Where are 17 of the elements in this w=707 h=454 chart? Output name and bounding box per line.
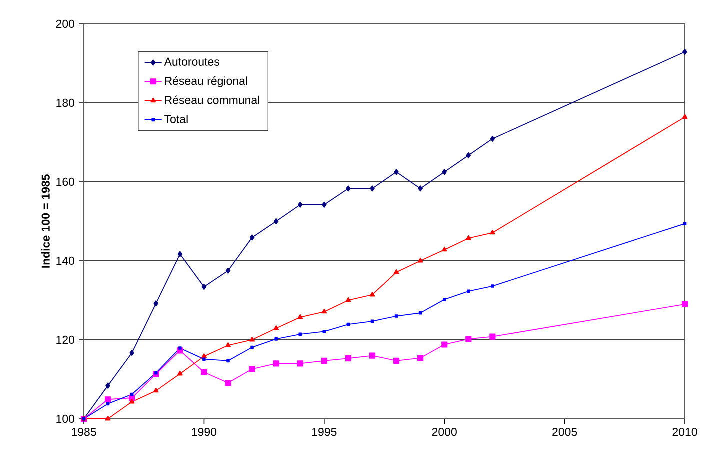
legend-label: Réseau régional <box>165 76 248 88</box>
y-tick-label: 180 <box>56 98 75 108</box>
y-tick-label: 160 <box>56 178 75 186</box>
y-axis-title: Indice 100 = 1985 <box>41 174 50 268</box>
legend-label: Total <box>164 114 188 124</box>
y-tick-label: 120 <box>56 336 75 344</box>
y-tick-label: 140 <box>56 256 75 266</box>
x-tick-label: 1990 <box>192 428 217 436</box>
x-tick-label: 2000 <box>432 428 457 436</box>
x-tick-label: 1995 <box>312 428 337 436</box>
x-tick-label: 2005 <box>552 428 578 436</box>
x-tick-label: 1985 <box>72 428 96 436</box>
legend-label: Autoroutes <box>164 58 220 66</box>
x-tick-label: 2010 <box>672 428 698 436</box>
y-tick-label: 200 <box>56 20 75 28</box>
y-tick-label: 100 <box>56 414 75 424</box>
legend-label: Réseau communal <box>165 96 260 104</box>
